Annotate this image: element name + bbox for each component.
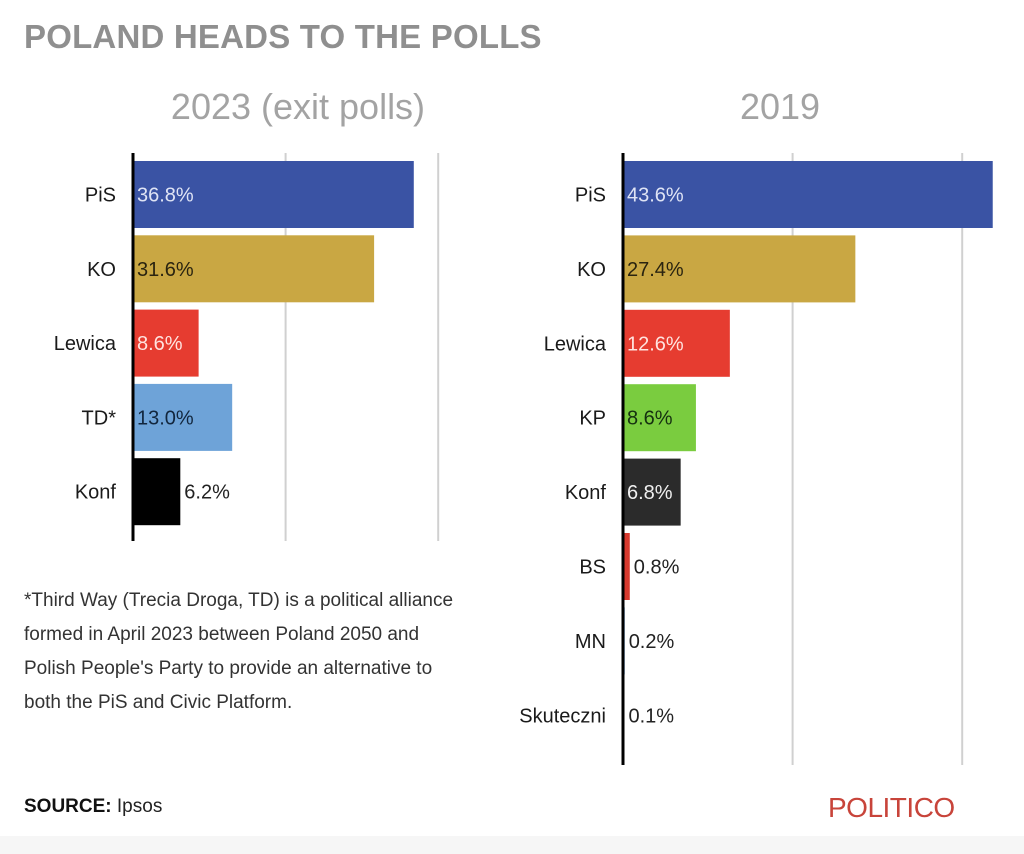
politico-logo: POLITICO [828,792,955,823]
chart-2023-title: 2023 (exit polls) [170,86,426,127]
bar-2019-bs [623,533,630,600]
category-label: Lewica [544,333,607,355]
footnote: *Third Way (Trecia Droga, TD) is a polit… [24,590,454,713]
bar-2023-ko [133,235,375,303]
value-label: 0.2% [629,631,675,653]
chart-2019: PiS 43.6% KO 27.4% Lewica 12.6% KP 8.6% Konf 6.8%… [519,153,993,765]
chart-title: POLAND HEADS TO THE POLLS [24,18,542,55]
category-label: PiS [575,185,606,207]
chart-2023: PiS 36.8% KO 31.6% Lewica 8.6% TD* 13.0% Konf 6.2… [54,153,440,541]
source-label: SOURCE: [24,796,112,817]
value-label: 13.0% [137,407,194,429]
category-label: TD* [82,407,117,429]
value-label: 43.6% [627,185,684,207]
category-label: KO [87,259,116,281]
category-label: Skuteczni [519,705,606,727]
value-label: 12.6% [627,333,684,355]
category-label: PiS [85,185,116,207]
bottom-band [0,836,1024,854]
bar-2019-kp [623,384,696,452]
category-label: Lewica [54,333,117,355]
category-label: MN [575,631,606,653]
source-line: SOURCE: Ipsos [24,796,162,818]
category-label: Konf [565,482,607,504]
bar-2023-td [133,383,233,451]
category-label: KP [579,408,606,430]
value-label: 8.6% [137,333,183,355]
bar-2019-konf [623,458,681,526]
category-label: KO [577,259,606,281]
value-label: 6.2% [184,482,230,504]
value-label: 27.4% [627,259,684,281]
chart-2019-title: 2019 [739,86,821,127]
bar-2023-pis [133,161,414,228]
bar-2019-lewica [623,309,730,377]
bar-2023-konf [133,458,181,526]
value-label: 0.8% [634,557,680,579]
value-label: 36.8% [137,185,194,207]
bar-2019-ko [623,235,856,303]
value-label: 6.8% [627,482,673,504]
value-label: 0.1% [629,705,675,727]
value-label: 31.6% [137,259,194,281]
category-label: BS [579,557,606,579]
bar-2019-pis [623,161,993,228]
source-value: Ipsos [116,796,163,817]
category-label: Konf [75,482,117,504]
value-label: 8.6% [627,408,673,430]
bar-2023-lewica [133,309,199,377]
